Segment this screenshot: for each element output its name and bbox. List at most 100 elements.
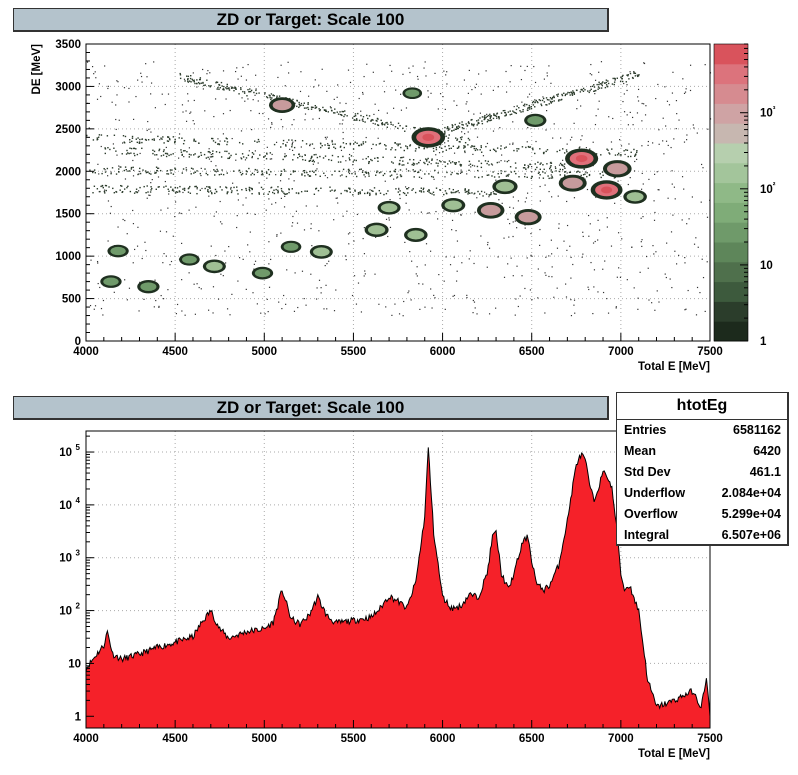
noise-dot	[193, 99, 195, 102]
band-dot	[282, 158, 284, 161]
noise-dot	[621, 238, 623, 240]
band-dot	[570, 91, 572, 93]
noise-dot	[268, 286, 271, 288]
band-dot	[357, 193, 360, 195]
noise-dot	[231, 293, 233, 295]
noise-dot	[524, 173, 526, 175]
noise-dot	[236, 226, 238, 229]
band-dot	[247, 154, 250, 157]
band-dot	[213, 169, 215, 171]
noise-dot	[657, 83, 659, 86]
band-dot	[343, 115, 345, 118]
band-dot	[532, 104, 535, 106]
noise-dot	[631, 116, 634, 119]
band-dot	[626, 74, 628, 76]
band-dot	[339, 145, 342, 148]
noise-dot	[133, 169, 135, 171]
noise-dot	[602, 291, 605, 294]
band-dot	[207, 191, 210, 193]
noise-dot	[323, 308, 325, 310]
band-dot	[153, 138, 155, 140]
noise-dot	[444, 108, 446, 111]
band-dot	[619, 154, 622, 156]
band-dot	[386, 121, 388, 124]
band-dot	[444, 132, 446, 134]
band-dot	[572, 91, 575, 94]
noise-dot	[364, 273, 366, 275]
data-blob-core	[444, 200, 462, 210]
noise-dot	[160, 294, 162, 297]
noise-dot	[132, 262, 134, 264]
band-dot	[98, 134, 101, 136]
band-dot	[311, 143, 314, 145]
noise-dot	[115, 104, 117, 106]
stats-row-entries: Entries 6581162	[617, 420, 787, 441]
band-dot	[444, 161, 446, 163]
band-dot	[241, 172, 244, 175]
noise-dot	[474, 211, 476, 213]
band-dot	[489, 113, 491, 116]
top-heatmap-chart: 4000 4500 5000 5500 6000 6500 7000 750005001000…	[31, 39, 776, 373]
noise-dot	[172, 235, 174, 237]
noise-dot	[436, 159, 438, 161]
noise-dot	[231, 137, 233, 140]
band-dot	[428, 191, 430, 193]
noise-dot	[340, 149, 343, 152]
noise-dot	[558, 227, 560, 229]
band-dot	[184, 80, 186, 82]
band-dot	[468, 189, 470, 191]
band-dot	[469, 192, 471, 195]
data-blob-core	[380, 203, 398, 213]
band-dot	[348, 169, 350, 172]
noise-dot	[184, 314, 186, 316]
noise-dot	[167, 207, 169, 209]
noise-dot	[629, 111, 631, 114]
noise-dot	[278, 301, 280, 303]
band-dot	[476, 120, 478, 122]
band-dot	[354, 173, 356, 175]
band-dot	[530, 177, 533, 180]
noise-dot	[501, 202, 503, 204]
band-dot	[455, 191, 457, 193]
band-dot	[263, 156, 265, 158]
band-dot	[489, 116, 492, 119]
band-dot	[422, 188, 424, 191]
band-dot	[539, 99, 542, 102]
band-dot	[187, 191, 190, 193]
noise-dot	[395, 89, 397, 91]
band-dot	[525, 168, 527, 170]
noise-dot	[260, 174, 263, 176]
x-axis-label: Total E [MeV]	[638, 748, 710, 760]
band-dot	[246, 170, 248, 173]
noise-dot	[253, 268, 255, 270]
noise-dot	[292, 141, 294, 143]
band-dot	[490, 192, 492, 194]
noise-dot	[460, 214, 462, 216]
stats-value: 6420	[753, 444, 781, 458]
band-dot	[174, 138, 176, 141]
noise-dot	[400, 93, 402, 95]
noise-dot	[446, 71, 448, 73]
stats-row-integral: Integral 6.507e+06	[617, 525, 787, 546]
band-dot	[444, 145, 446, 148]
band-dot	[492, 171, 494, 173]
band-dot	[161, 138, 163, 140]
band-dot	[230, 154, 232, 157]
band-dot	[515, 167, 517, 169]
y-tick-label: 500	[62, 294, 81, 306]
noise-dot	[464, 151, 466, 154]
noise-dot	[527, 127, 529, 129]
band-dot	[362, 143, 365, 145]
band-dot	[405, 194, 408, 196]
band-dot	[367, 191, 369, 194]
noise-dot	[89, 304, 92, 307]
noise-dot	[487, 241, 489, 244]
band-dot	[130, 147, 133, 150]
noise-dot	[581, 256, 583, 258]
noise-dot	[292, 222, 294, 224]
noise-dot	[383, 80, 385, 82]
band-dot	[266, 152, 268, 154]
band-dot	[131, 140, 133, 143]
band-dot	[558, 99, 560, 102]
band-dot	[226, 85, 228, 88]
